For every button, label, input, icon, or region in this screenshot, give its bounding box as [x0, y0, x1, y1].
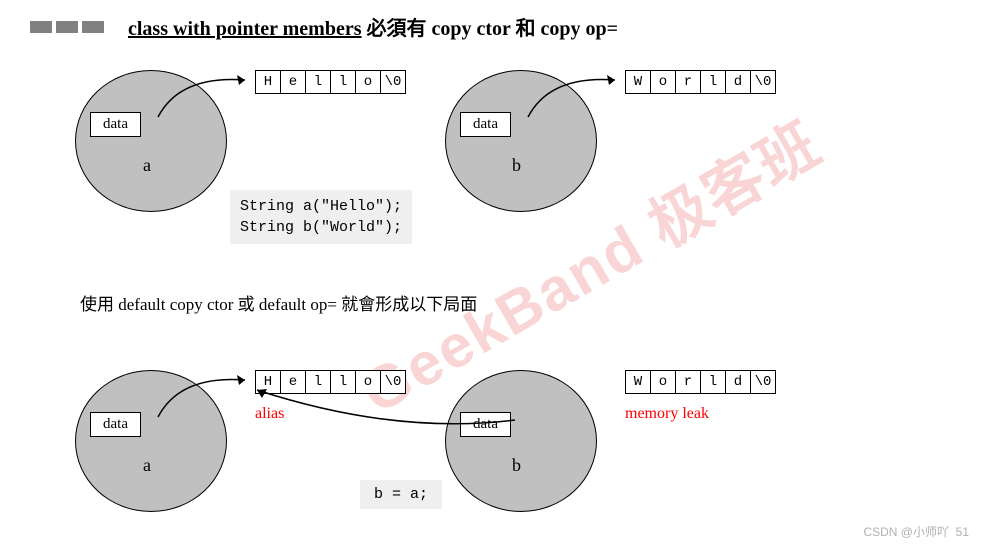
bar-icon [30, 21, 52, 33]
char-array-hello-top: Hello\0 [255, 70, 406, 94]
char-cell: l [330, 370, 356, 394]
bar-icon [82, 21, 104, 33]
footer: CSDN @小师吖 51 [863, 523, 969, 540]
char-cell: d [725, 370, 751, 394]
code-block-top: String a("Hello"); String b("World"); [230, 190, 412, 244]
char-cell: W [625, 370, 651, 394]
label-a-bottom: a [143, 455, 151, 476]
title-underlined: class with pointer members [128, 18, 362, 40]
char-array-world-bottom: World\0 [625, 370, 776, 394]
data-field-b-top: data [460, 112, 511, 137]
code-block-bottom: b = a; [360, 480, 442, 509]
label-a-top: a [143, 155, 151, 176]
char-cell: e [280, 370, 306, 394]
char-cell: o [355, 70, 381, 94]
char-cell: o [650, 70, 676, 94]
title-rest: 必須有 copy ctor 和 copy op= [362, 18, 619, 40]
alias-annotation: alias [255, 405, 284, 423]
char-cell: e [280, 70, 306, 94]
object-b-bottom [445, 370, 597, 512]
char-array-hello-bottom: Hello\0 [255, 370, 406, 394]
footer-attribution: CSDN @小师吖 [863, 525, 949, 539]
decorative-bars [30, 21, 104, 33]
char-cell: r [675, 370, 701, 394]
char-cell: l [305, 370, 331, 394]
char-cell: W [625, 70, 651, 94]
char-cell: l [305, 70, 331, 94]
data-field-b-bottom: data [460, 412, 511, 437]
char-array-world-top: World\0 [625, 70, 776, 94]
char-cell: d [725, 70, 751, 94]
char-cell: \0 [750, 370, 776, 394]
char-cell: \0 [380, 370, 406, 394]
char-cell: H [255, 370, 281, 394]
label-b-top: b [512, 155, 521, 176]
char-cell: \0 [380, 70, 406, 94]
char-cell: o [650, 370, 676, 394]
memory-leak-annotation: memory leak [625, 405, 709, 423]
char-cell: H [255, 70, 281, 94]
object-a-bottom [75, 370, 227, 512]
bar-icon [56, 21, 78, 33]
char-cell: o [355, 370, 381, 394]
object-a-top [75, 70, 227, 212]
char-cell: l [700, 370, 726, 394]
char-cell: l [330, 70, 356, 94]
char-cell: l [700, 70, 726, 94]
slide-header: class with pointer members 必須有 copy ctor… [30, 12, 618, 41]
object-b-top [445, 70, 597, 212]
data-field-a-bottom: data [90, 412, 141, 437]
label-b-bottom: b [512, 455, 521, 476]
char-cell: r [675, 70, 701, 94]
char-cell: \0 [750, 70, 776, 94]
mid-explanation: 使用 default copy ctor 或 default op= 就會形成以… [80, 290, 477, 315]
slide-title: class with pointer members 必須有 copy ctor… [128, 12, 618, 41]
page-number: 51 [956, 525, 969, 539]
data-field-a-top: data [90, 112, 141, 137]
